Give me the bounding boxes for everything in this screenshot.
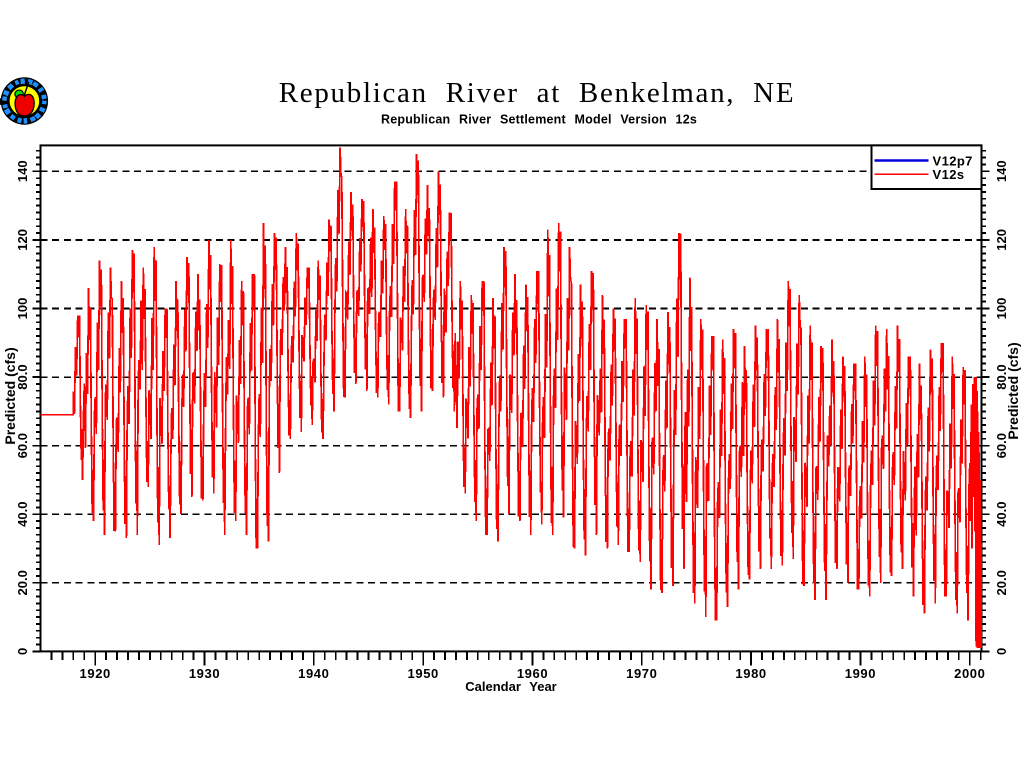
svg-text:Calendar Year: Calendar Year — [465, 679, 556, 694]
svg-text:1940: 1940 — [298, 666, 329, 681]
svg-text:Republican River at Benkelman,: Republican River at Benkelman, NE — [279, 77, 796, 109]
svg-text:1920: 1920 — [80, 666, 111, 681]
svg-text:140: 140 — [994, 160, 1009, 182]
svg-text:1970: 1970 — [626, 666, 657, 681]
svg-text:1960: 1960 — [517, 666, 548, 681]
svg-text:100: 100 — [994, 298, 1009, 320]
svg-text:2000: 2000 — [954, 666, 985, 681]
svg-text:V12p7: V12p7 — [933, 154, 973, 169]
svg-text:40.0: 40.0 — [15, 502, 30, 527]
svg-text:0: 0 — [15, 648, 30, 655]
svg-text:140: 140 — [15, 160, 30, 182]
svg-text:V12s: V12s — [933, 167, 965, 182]
svg-text:100: 100 — [15, 298, 30, 320]
svg-text:20.0: 20.0 — [15, 570, 30, 595]
svg-text:0: 0 — [994, 648, 1009, 655]
svg-text:120: 120 — [994, 229, 1009, 251]
svg-text:1990: 1990 — [845, 666, 876, 681]
svg-text:80.0: 80.0 — [994, 364, 1009, 389]
svg-text:60.0: 60.0 — [15, 433, 30, 458]
svg-text:120: 120 — [15, 229, 30, 251]
svg-text:1930: 1930 — [189, 666, 220, 681]
svg-text:Predicted (cfs): Predicted (cfs) — [2, 347, 18, 444]
svg-text:Predicted (cfs): Predicted (cfs) — [1005, 342, 1021, 439]
svg-text:80.0: 80.0 — [15, 364, 30, 389]
svg-text:1950: 1950 — [408, 666, 439, 681]
svg-text:1980: 1980 — [735, 666, 766, 681]
svg-text:20.0: 20.0 — [994, 570, 1009, 595]
svg-text:40.0: 40.0 — [994, 502, 1009, 527]
svg-text:Republican River Settlement Mo: Republican River Settlement Model Versio… — [381, 113, 697, 127]
svg-text:60.0: 60.0 — [994, 433, 1009, 458]
